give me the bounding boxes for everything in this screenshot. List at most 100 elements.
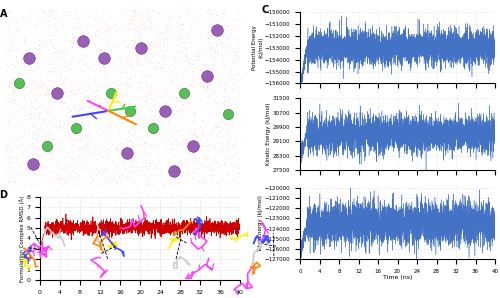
Point	[228, 60, 235, 64]
Point	[227, 123, 235, 128]
Point	[104, 125, 112, 130]
Point	[208, 164, 216, 168]
Point	[231, 141, 239, 146]
Point	[82, 126, 90, 131]
Point	[192, 63, 200, 68]
Point	[120, 132, 128, 136]
Point	[205, 33, 213, 38]
Point	[194, 56, 202, 61]
Point	[113, 96, 121, 100]
Point	[232, 25, 239, 30]
Point	[56, 176, 64, 181]
Point	[14, 117, 22, 122]
Point	[140, 145, 148, 150]
Point	[7, 137, 15, 142]
Point	[29, 123, 37, 128]
Point	[156, 50, 164, 55]
Point	[86, 30, 94, 35]
Point	[162, 133, 170, 138]
Point	[2, 95, 10, 100]
Point	[56, 81, 64, 86]
Point	[166, 108, 174, 113]
Point	[2, 170, 10, 175]
Point	[74, 86, 82, 91]
Point	[182, 116, 190, 120]
Point	[93, 105, 101, 110]
Point	[190, 114, 198, 119]
Point	[195, 70, 203, 75]
Point	[80, 62, 88, 67]
Point	[148, 173, 156, 178]
Point	[58, 101, 66, 106]
Point	[114, 84, 122, 89]
Point	[2, 42, 10, 47]
Point	[232, 9, 240, 14]
Point	[215, 69, 223, 74]
Point	[123, 151, 131, 156]
Point	[74, 64, 82, 69]
Point	[122, 93, 130, 97]
Point	[90, 78, 98, 83]
Point	[214, 181, 222, 186]
Point	[130, 39, 138, 44]
Point	[154, 150, 162, 155]
Point	[130, 32, 138, 37]
Point	[128, 11, 136, 16]
Point	[56, 87, 64, 92]
Point	[84, 110, 92, 114]
Point	[197, 137, 205, 142]
Point	[122, 7, 130, 12]
Point	[144, 88, 152, 93]
Point	[118, 145, 126, 150]
Point	[25, 11, 33, 15]
Point	[12, 43, 20, 47]
Point	[54, 69, 62, 74]
Point	[2, 69, 10, 74]
Point	[44, 77, 52, 82]
Point	[214, 105, 222, 110]
Point	[150, 18, 158, 23]
Point	[102, 131, 110, 135]
Point	[54, 117, 62, 122]
Point	[222, 159, 230, 164]
Point	[106, 117, 114, 122]
Point	[52, 15, 60, 20]
Point	[42, 23, 50, 27]
Point	[36, 42, 44, 47]
Point	[204, 182, 212, 187]
Point	[174, 21, 182, 26]
Point	[78, 31, 86, 36]
Point	[125, 47, 133, 52]
Point	[12, 129, 20, 134]
Point	[220, 83, 228, 88]
Point	[162, 42, 170, 47]
Point	[11, 179, 19, 184]
Point	[156, 24, 164, 28]
Point	[67, 155, 75, 160]
Point	[128, 164, 136, 169]
Point	[66, 150, 74, 155]
Point	[80, 159, 88, 164]
Point	[224, 50, 232, 55]
Point	[12, 122, 20, 127]
Point	[126, 151, 134, 156]
Point	[150, 26, 158, 30]
Point	[35, 38, 43, 42]
Point	[7, 145, 15, 150]
Point	[142, 140, 150, 145]
Point	[224, 14, 232, 18]
Point	[218, 151, 226, 156]
Point	[126, 101, 134, 106]
Point	[184, 100, 192, 105]
Point	[184, 31, 192, 35]
Point	[12, 157, 20, 162]
Point	[159, 30, 167, 35]
Point	[145, 161, 153, 166]
Point	[64, 29, 72, 33]
Point	[166, 78, 174, 83]
Point	[106, 40, 114, 45]
Point	[233, 53, 241, 58]
Point	[32, 22, 40, 27]
Point	[188, 119, 196, 124]
Point	[96, 35, 104, 40]
